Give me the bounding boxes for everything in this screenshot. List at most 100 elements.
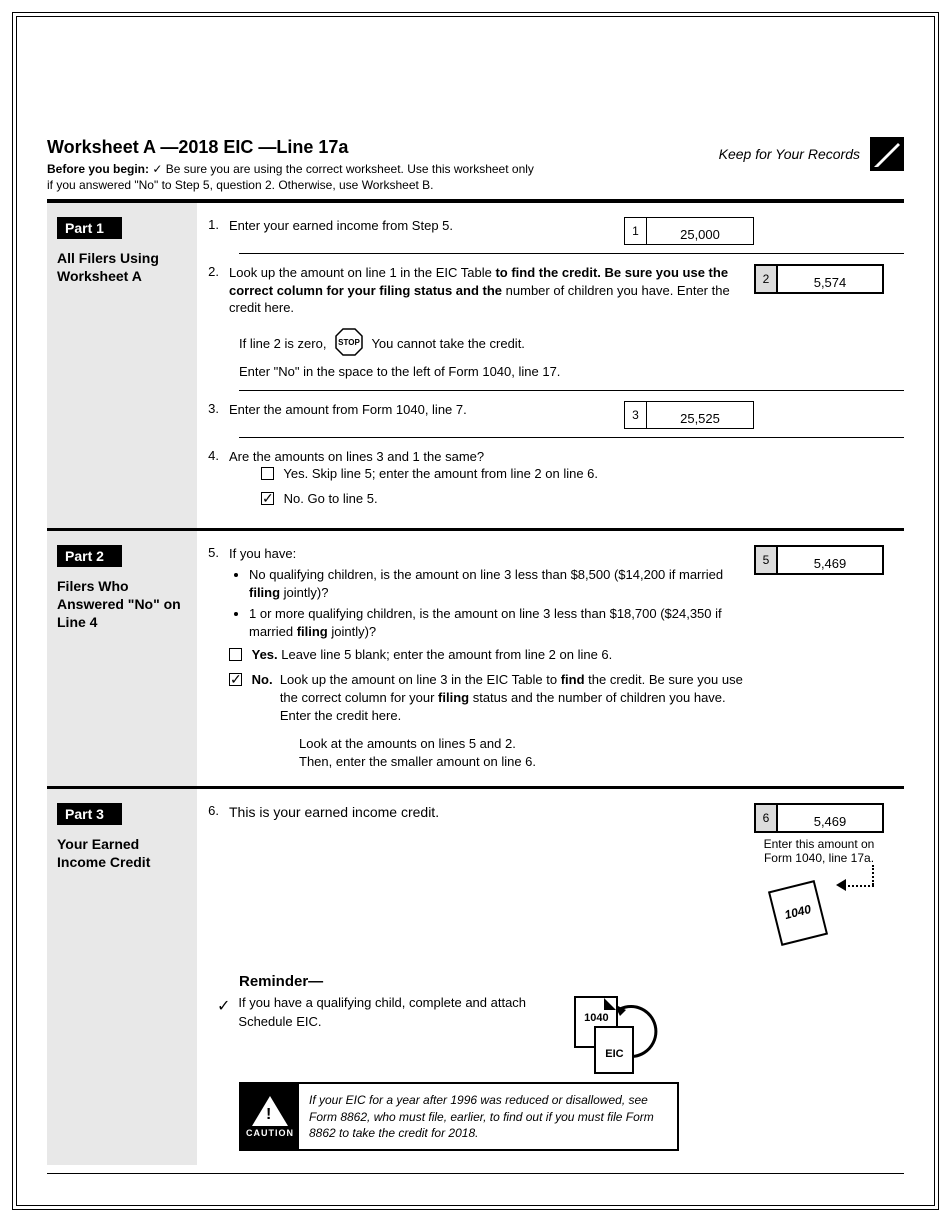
line2-zero-b: You cannot take the credit. bbox=[371, 336, 524, 351]
bullet2: 1 or more qualifying children, is the am… bbox=[249, 605, 744, 640]
part2-right-col: 5. If you have: No qualifying children, … bbox=[197, 531, 904, 786]
outer-frame: Worksheet A —2018 EIC —Line 17a Before y… bbox=[12, 12, 939, 1210]
keep-for-records: Keep for Your Records bbox=[719, 146, 860, 162]
bottom-rule bbox=[47, 1173, 904, 1174]
page-eic-icon: EIC bbox=[594, 1026, 634, 1074]
line5-no-label: No. bbox=[252, 672, 273, 687]
line5-box-col: 5 5,469 bbox=[754, 545, 904, 625]
caution-icon: CAUTION bbox=[241, 1084, 299, 1149]
part2-left-col: Part 2 Filers Who Answered "No" on Line … bbox=[47, 531, 197, 786]
line5-no-checkbox[interactable] bbox=[229, 673, 242, 686]
line1-text: Enter your earned income from Step 5. bbox=[229, 217, 624, 235]
part3-left-col: Part 3 Your Earned Income Credit bbox=[47, 789, 197, 1165]
line2-zero-a: If line 2 is zero, bbox=[239, 336, 326, 351]
line5-no-text-a: Look up the amount on line 3 in the EIC … bbox=[280, 672, 561, 687]
line5-foot-b: Then, enter the smaller amount on line 6… bbox=[299, 754, 536, 769]
line5-foot-a: Look at the amounts on lines 5 and 2. bbox=[299, 736, 516, 751]
header-right: Keep for Your Records bbox=[719, 137, 904, 171]
bullet1-b: jointly)? bbox=[280, 585, 328, 600]
line1-value: 25,000 bbox=[647, 218, 753, 244]
line2-box-num: 2 bbox=[756, 266, 778, 292]
reminder-row: ✓ If you have a qualifying child, comple… bbox=[217, 994, 904, 1064]
line5-box-num: 5 bbox=[756, 547, 778, 573]
line3-amount-box: 3 25,525 bbox=[624, 401, 754, 429]
header-row: Worksheet A —2018 EIC —Line 17a Before y… bbox=[47, 137, 904, 193]
icon-1040-label: 1040 bbox=[576, 1012, 616, 1024]
part1-right-col: 1. Enter your earned income from Step 5.… bbox=[197, 203, 904, 528]
part2-heading: Filers Who Answered "No" on Line 4 bbox=[57, 577, 187, 632]
part3-badge: Part 3 bbox=[57, 803, 122, 825]
line6-row: 6. This is your earned income credit. 6 … bbox=[207, 803, 904, 956]
form-1040-icon: 1040 bbox=[768, 880, 828, 946]
line5-num: 5. bbox=[207, 545, 229, 560]
line4-yes-label: Yes. bbox=[283, 466, 308, 481]
stop-icon: STOP bbox=[334, 327, 364, 363]
line3-text: Enter the amount from Form 1040, line 7. bbox=[229, 401, 624, 419]
line4-yes-checkbox[interactable] bbox=[261, 467, 274, 480]
line5-yes-checkbox[interactable] bbox=[229, 648, 242, 661]
line2-num: 2. bbox=[207, 264, 229, 279]
line5-no-bold-b: filing bbox=[438, 690, 469, 705]
line4-yes-text: Skip line 5; enter the amount from line … bbox=[312, 466, 598, 481]
line5-no-bold-a: find bbox=[561, 672, 585, 687]
pencil-records-icon bbox=[870, 137, 904, 171]
header-left: Worksheet A —2018 EIC —Line 17a Before y… bbox=[47, 137, 534, 193]
line4-no-row: No. Go to line 5. bbox=[261, 490, 904, 508]
reminder-text: If you have a qualifying child, complete… bbox=[238, 994, 558, 1030]
line5-footer: Look at the amounts on lines 5 and 2. Th… bbox=[299, 735, 744, 771]
line3-value: 25,525 bbox=[647, 402, 753, 428]
before-label: Before you begin: bbox=[47, 162, 149, 176]
part1-section: Part 1 All Filers Using Worksheet A 1. E… bbox=[47, 203, 904, 528]
line6-box-col: 6 5,469 Enter this amount on Form 1040, … bbox=[754, 803, 904, 956]
line2-text-a: Look up the amount on line 1 in the EIC … bbox=[229, 265, 495, 280]
doc-icons: 1040 EIC bbox=[570, 994, 680, 1064]
icon-1040-label-rot: 1040 bbox=[775, 900, 821, 924]
bullet2-bold: filing bbox=[297, 624, 328, 639]
enter-note: Enter this amount on Form 1040, line 17a… bbox=[754, 837, 884, 866]
part3-heading: Your Earned Income Credit bbox=[57, 835, 187, 871]
line6-box-num: 6 bbox=[756, 805, 778, 831]
line2-zero-block: If line 2 is zero, STOP You cannot take … bbox=[239, 327, 904, 382]
line4-no-text: Go to line 5. bbox=[307, 491, 377, 506]
inner-frame: Worksheet A —2018 EIC —Line 17a Before y… bbox=[16, 16, 935, 1206]
caution-box: CAUTION If your EIC for a year after 199… bbox=[239, 1082, 679, 1151]
line5-no-row: No. Look up the amount on line 3 in the … bbox=[229, 671, 744, 726]
part3-section: Part 3 Your Earned Income Credit 6. This… bbox=[47, 789, 904, 1165]
line4-yes-row: Yes. Skip line 5; enter the amount from … bbox=[261, 465, 904, 483]
line2-sep bbox=[239, 390, 904, 391]
line6-num: 6. bbox=[207, 803, 229, 818]
line6-value: 5,469 bbox=[778, 805, 882, 831]
svg-text:STOP: STOP bbox=[338, 338, 360, 347]
reminder-heading: Reminder— bbox=[239, 973, 904, 990]
line5-value: 5,469 bbox=[778, 547, 882, 573]
part3-right-col: 6. This is your earned income credit. 6 … bbox=[197, 789, 904, 1165]
line3-sep bbox=[239, 437, 904, 438]
line1-amount-box: 1 25,000 bbox=[624, 217, 754, 245]
line4-no-checkbox[interactable] bbox=[261, 492, 274, 505]
line4-no-label: No. bbox=[284, 491, 304, 506]
line2-text: Look up the amount on line 1 in the EIC … bbox=[229, 264, 754, 317]
line2-box-col: 2 5,574 bbox=[754, 264, 904, 294]
line4-num: 4. bbox=[207, 448, 229, 463]
caution-label: CAUTION bbox=[246, 1128, 294, 1138]
before-you-begin: Before you begin: ✓ Be sure you are usin… bbox=[47, 162, 534, 193]
line1-num: 1. bbox=[207, 217, 229, 232]
line5-text: If you have: bbox=[229, 546, 296, 561]
part2-section: Part 2 Filers Who Answered "No" on Line … bbox=[47, 531, 904, 786]
caution-text: If your EIC for a year after 1996 was re… bbox=[299, 1084, 677, 1149]
line3-box-num: 3 bbox=[625, 402, 647, 428]
line1-sep bbox=[239, 253, 904, 254]
line2-zero-c: Enter "No" in the space to the left of F… bbox=[239, 364, 560, 379]
line6-text: This is your earned income credit. bbox=[229, 803, 754, 822]
bullet1-a: No qualifying children, is the amount on… bbox=[249, 567, 723, 582]
worksheet-title: Worksheet A —2018 EIC —Line 17a bbox=[47, 137, 534, 158]
bullet1-bold: filing bbox=[249, 585, 280, 600]
line2-value: 5,574 bbox=[778, 266, 882, 292]
line5-body: If you have: No qualifying children, is … bbox=[229, 545, 754, 772]
line5-row: 5. If you have: No qualifying children, … bbox=[207, 545, 904, 772]
line2-row: 2. Look up the amount on line 1 in the E… bbox=[207, 264, 904, 317]
part1-badge: Part 1 bbox=[57, 217, 122, 239]
line6-amount-box: 6 5,469 bbox=[754, 803, 884, 833]
line4-row: 4. Are the amounts on lines 3 and 1 the … bbox=[207, 448, 904, 466]
part2-badge: Part 2 bbox=[57, 545, 122, 567]
